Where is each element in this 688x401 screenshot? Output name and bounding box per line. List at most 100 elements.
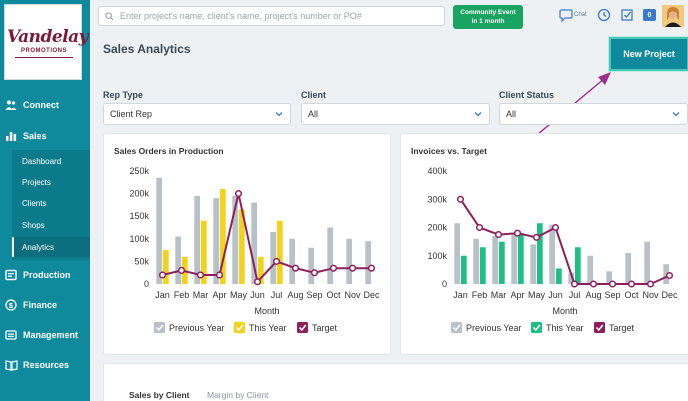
target-point xyxy=(234,190,243,198)
task-checkbox-icon[interactable] xyxy=(620,8,634,22)
target-point xyxy=(475,223,484,232)
user-avatar[interactable] xyxy=(662,5,684,27)
x-tick-label: Nov xyxy=(642,290,659,300)
rep-type-select[interactable]: Client Rep xyxy=(103,103,291,125)
sidebar-group-label: Production xyxy=(23,270,71,280)
book-icon xyxy=(4,358,18,372)
x-tick-label: Jun xyxy=(548,290,563,300)
target-point xyxy=(329,264,338,272)
sidebar-item-dashboard[interactable]: Dashboard xyxy=(22,156,62,166)
chat-button[interactable]: Chat xyxy=(559,7,589,23)
legend-label: Previous Year xyxy=(169,323,225,333)
y-tick-label: 50k xyxy=(134,256,149,266)
legend-checkbox xyxy=(154,322,165,333)
bar-this-year xyxy=(163,250,169,284)
x-tick-label: Apr xyxy=(212,290,226,300)
bar-previous-year xyxy=(454,223,460,284)
legend-check-icon xyxy=(595,324,604,332)
legend-check-icon xyxy=(155,324,164,332)
filter-label-client-status: Client Status xyxy=(499,90,555,100)
sidebar-group-connect[interactable]: Connect xyxy=(0,93,90,117)
x-tick-label: Dec xyxy=(363,290,380,300)
target-point xyxy=(253,278,262,286)
client-select[interactable]: All xyxy=(301,103,490,125)
y-tick-label: 150k xyxy=(129,211,149,221)
bar-previous-year xyxy=(270,232,276,284)
notification-badge[interactable]: 0 xyxy=(643,9,656,21)
target-point xyxy=(608,280,617,288)
bar-this-year xyxy=(201,220,207,284)
bar-this-year xyxy=(499,241,505,284)
client-status-value: All xyxy=(506,109,517,119)
tab-sales-by-client[interactable]: Sales by Client xyxy=(129,390,190,400)
target-point xyxy=(291,264,300,272)
tab-margin-by-client[interactable]: Margin by Client xyxy=(207,390,269,400)
y-tick-label: 100k xyxy=(427,251,447,261)
global-search-input[interactable]: Enter project's name, client's name, pro… xyxy=(98,6,445,26)
bar-previous-year xyxy=(365,241,371,284)
bar-previous-year xyxy=(213,198,219,284)
target-point xyxy=(494,231,503,239)
sidebar-group-resources[interactable]: Resources xyxy=(0,353,90,377)
legend-check-icon xyxy=(532,324,541,332)
y-tick-label: 100k xyxy=(129,234,149,244)
sidebar-group-label: Finance xyxy=(23,300,58,310)
client-status-select[interactable]: All xyxy=(499,103,688,125)
sidebar-group-sales[interactable]: Sales xyxy=(0,124,90,148)
management-icon xyxy=(4,328,18,342)
sidebar-group-label: Connect xyxy=(23,100,59,110)
sidebar-item-analytics[interactable]: Analytics xyxy=(12,237,90,257)
clock-icon[interactable] xyxy=(597,8,611,22)
target-point xyxy=(646,280,655,288)
rep-type-value: Client Rep xyxy=(110,109,153,119)
x-tick-label: Apr xyxy=(510,290,524,300)
dollar-icon: $ xyxy=(4,298,18,312)
bar-previous-year xyxy=(549,224,555,284)
sales-orders-chart: 250k 200k 150k 100k 50k 0 Jan Feb Mar Apr May Jun Ju… xyxy=(129,166,380,333)
bar-this-year xyxy=(480,247,486,284)
legend-check-icon xyxy=(235,324,244,332)
bar-previous-year xyxy=(175,236,181,284)
target-point xyxy=(310,269,319,277)
filter-label-client: Client xyxy=(301,90,327,100)
logo-subtext: PROMOTIONS xyxy=(20,48,67,54)
bar-this-year xyxy=(461,255,467,284)
target-point xyxy=(272,257,281,265)
x-tick-label: Mar xyxy=(193,290,209,300)
bottom-tabs: Sales by Client Margin by Client xyxy=(103,363,688,401)
new-project-button[interactable]: New Project xyxy=(609,37,688,71)
sales-orders-card: Sales Orders in Production 250k 200k 150k 1… xyxy=(103,133,391,355)
bar-previous-year xyxy=(492,235,498,284)
community-event-button[interactable]: Community Event In 1 month xyxy=(453,5,523,29)
x-tick-label: Oct xyxy=(624,290,639,300)
chevron-down-icon xyxy=(275,112,283,117)
legend-label: Previous Year xyxy=(466,323,522,333)
sidebar-item-clients[interactable]: Clients xyxy=(22,198,47,208)
sidebar-group-label: Resources xyxy=(23,360,70,370)
y-tick-label: 400k xyxy=(427,166,447,176)
chevron-down-icon xyxy=(672,112,680,117)
page-title: Sales Analytics xyxy=(103,42,191,56)
y-tick-label: 200k xyxy=(129,189,149,199)
community-event-title: Community Event xyxy=(460,9,516,16)
sidebar-item-projects[interactable]: Projects xyxy=(22,177,51,187)
bar-this-year xyxy=(220,189,226,284)
legend-checkbox xyxy=(297,322,308,333)
bar-this-year xyxy=(258,256,264,284)
company-logo[interactable]: Vandelay PROMOTIONS xyxy=(4,4,89,80)
target-point xyxy=(513,229,522,237)
sidebar-group-production[interactable]: Production xyxy=(0,263,90,287)
x-tick-label: Jan xyxy=(453,290,468,300)
invoices-chart: 400k 300k 200k 100k 0 Jan Feb Mar Apr May Jun Jul Au… xyxy=(427,166,678,333)
legend-label: Target xyxy=(609,323,635,333)
client-value: All xyxy=(308,109,319,119)
sidebar-group-finance[interactable]: $ Finance xyxy=(0,293,90,317)
sidebar-item-shops[interactable]: Shops xyxy=(22,220,45,230)
sidebar-group-management[interactable]: Management xyxy=(0,323,90,347)
bar-this-year xyxy=(556,268,562,284)
target-point xyxy=(456,195,465,203)
x-tick-label: Aug xyxy=(287,290,303,300)
bar-previous-year xyxy=(606,271,612,284)
people-icon xyxy=(4,98,18,112)
legend-check-icon xyxy=(298,324,307,332)
